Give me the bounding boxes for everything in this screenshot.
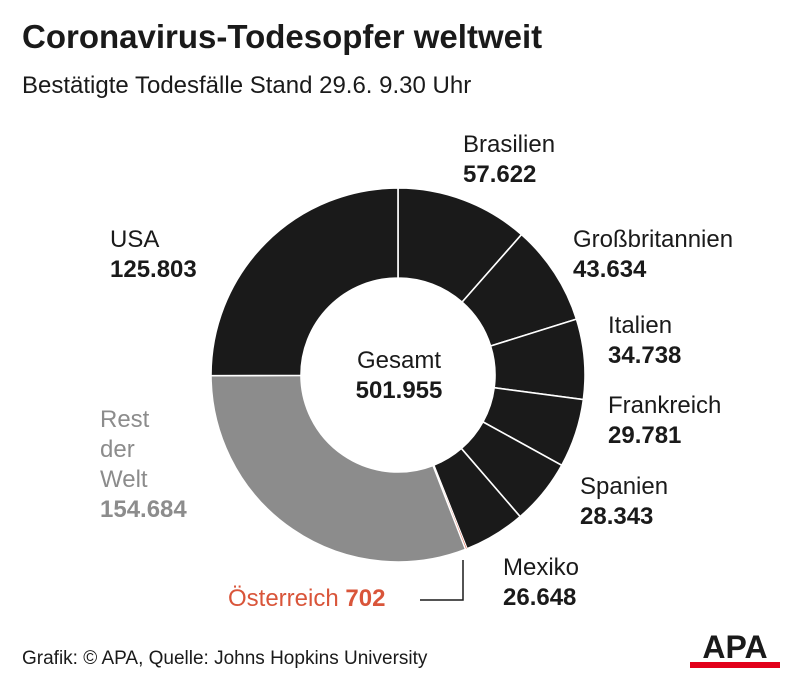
- slice-name: Brasilien: [463, 131, 556, 158]
- austria-leader-line: [420, 560, 464, 601]
- label-mexiko: Mexiko 26.648: [503, 553, 579, 613]
- slice-value: 57.622: [463, 161, 537, 188]
- total-value: 501.955: [355, 377, 443, 404]
- apa-logo-bar: [690, 662, 780, 668]
- donut-center-total: Gesamt 501.955: [334, 346, 464, 406]
- source-footer: Grafik: © APA, Quelle: Johns Hopkins Uni…: [22, 648, 428, 669]
- slice-name: Frankreich: [608, 392, 722, 419]
- label-spanien: Spanien 28.343: [580, 472, 668, 532]
- apa-logo: APA: [690, 629, 780, 668]
- label-rest-der-welt: Rest der Welt 154.684: [100, 405, 230, 525]
- slice-name: Österreich: [228, 585, 339, 612]
- label-usa: USA 125.803: [110, 225, 197, 285]
- slice-value: 28.343: [580, 503, 654, 530]
- slice-value: 29.781: [608, 422, 682, 449]
- slice-name: Spanien: [580, 473, 669, 500]
- total-label: Gesamt: [356, 347, 442, 374]
- label-italien: Italien 34.738: [608, 311, 681, 371]
- chart-title: Coronavirus-Todesopfer weltweit: [22, 18, 543, 55]
- apa-logo-text: APA: [702, 629, 767, 665]
- label-grossbritannien: Großbritannien 43.634: [573, 225, 733, 285]
- slice-name: Mexiko: [503, 554, 580, 581]
- slice-name: Großbritannien: [573, 226, 734, 253]
- chart-subtitle: Bestätigte Todesfälle Stand 29.6. 9.30 U…: [22, 72, 472, 99]
- slice-value: 125.803: [110, 256, 197, 283]
- slice-value: 26.648: [503, 584, 577, 611]
- slice-name: USA: [110, 226, 160, 253]
- slice-name: Italien: [608, 312, 673, 339]
- label-oesterreich: Österreich 702: [228, 584, 385, 614]
- slice-value: 34.738: [608, 342, 682, 369]
- slice-value: 702: [345, 585, 386, 612]
- slice-value: 43.634: [573, 256, 647, 283]
- label-frankreich: Frankreich 29.781: [608, 391, 721, 451]
- slice-value: 154.684: [100, 496, 187, 523]
- slice-usa: [210, 187, 399, 377]
- slice-name: Rest der Welt: [100, 406, 150, 493]
- slice-rest-der-welt: [210, 374, 467, 563]
- label-brasilien: Brasilien 57.622: [463, 130, 555, 190]
